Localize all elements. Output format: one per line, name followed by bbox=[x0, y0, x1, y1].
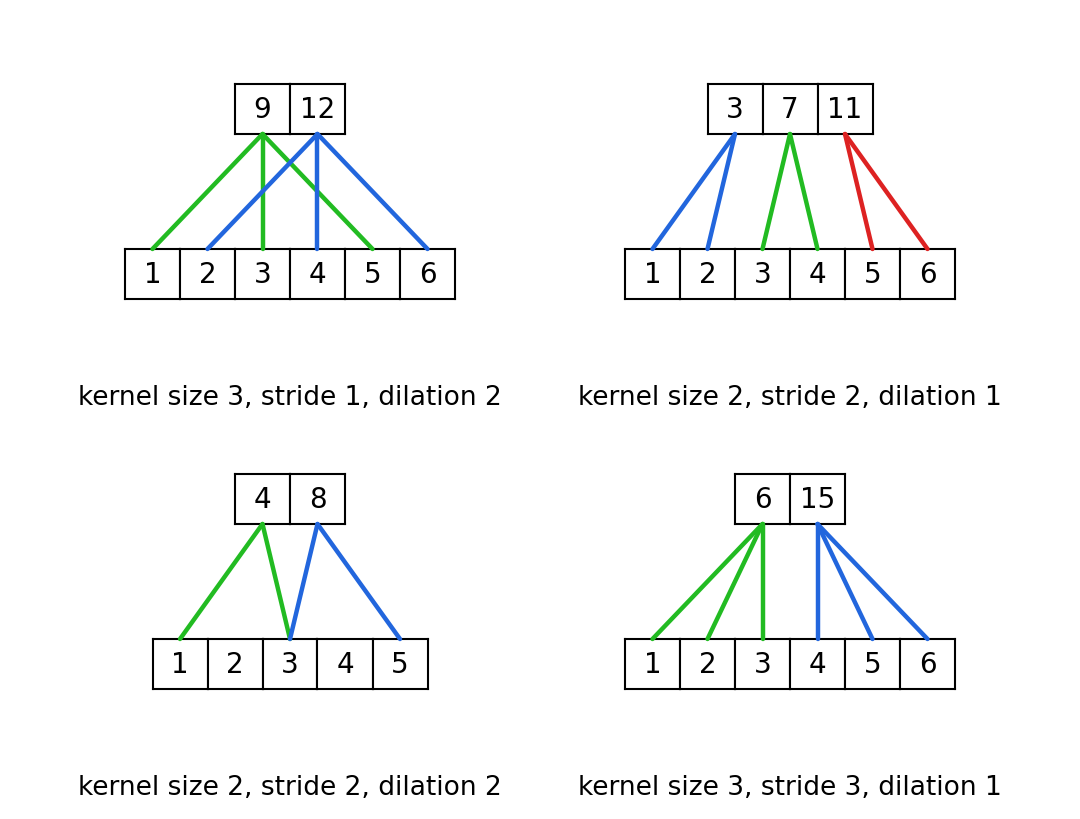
Text: 3: 3 bbox=[754, 260, 771, 288]
Text: 2: 2 bbox=[226, 650, 244, 678]
Text: 6: 6 bbox=[754, 486, 771, 514]
Text: 4: 4 bbox=[336, 650, 354, 678]
Text: 1: 1 bbox=[644, 260, 661, 288]
Text: 8: 8 bbox=[309, 486, 326, 514]
Text: 2: 2 bbox=[699, 650, 716, 678]
Text: 2: 2 bbox=[199, 260, 216, 288]
Text: kernel size 2, stride 2, dilation 1: kernel size 2, stride 2, dilation 1 bbox=[578, 385, 1002, 410]
Text: 3: 3 bbox=[726, 96, 744, 124]
Text: 3: 3 bbox=[254, 260, 271, 288]
Text: 4: 4 bbox=[254, 486, 271, 514]
Text: 4: 4 bbox=[309, 260, 326, 288]
Text: 3: 3 bbox=[281, 650, 299, 678]
Text: kernel size 2, stride 2, dilation 2: kernel size 2, stride 2, dilation 2 bbox=[78, 774, 502, 800]
Text: 5: 5 bbox=[391, 650, 409, 678]
Text: 11: 11 bbox=[827, 96, 863, 124]
Text: 6: 6 bbox=[919, 260, 936, 288]
Text: 1: 1 bbox=[172, 650, 189, 678]
Text: 12: 12 bbox=[300, 96, 335, 124]
Text: 3: 3 bbox=[754, 650, 771, 678]
Text: 6: 6 bbox=[919, 650, 936, 678]
Text: kernel size 3, stride 3, dilation 1: kernel size 3, stride 3, dilation 1 bbox=[578, 774, 1002, 800]
Text: 4: 4 bbox=[809, 260, 826, 288]
Text: 5: 5 bbox=[864, 260, 881, 288]
Text: 4: 4 bbox=[809, 650, 826, 678]
Text: 1: 1 bbox=[644, 650, 661, 678]
Text: 5: 5 bbox=[864, 650, 881, 678]
Text: 6: 6 bbox=[419, 260, 436, 288]
Text: 1: 1 bbox=[144, 260, 161, 288]
Text: 7: 7 bbox=[781, 96, 799, 124]
Text: kernel size 3, stride 1, dilation 2: kernel size 3, stride 1, dilation 2 bbox=[78, 385, 502, 410]
Text: 5: 5 bbox=[364, 260, 381, 288]
Text: 15: 15 bbox=[800, 486, 835, 514]
Text: 2: 2 bbox=[699, 260, 716, 288]
Text: 9: 9 bbox=[254, 96, 271, 124]
